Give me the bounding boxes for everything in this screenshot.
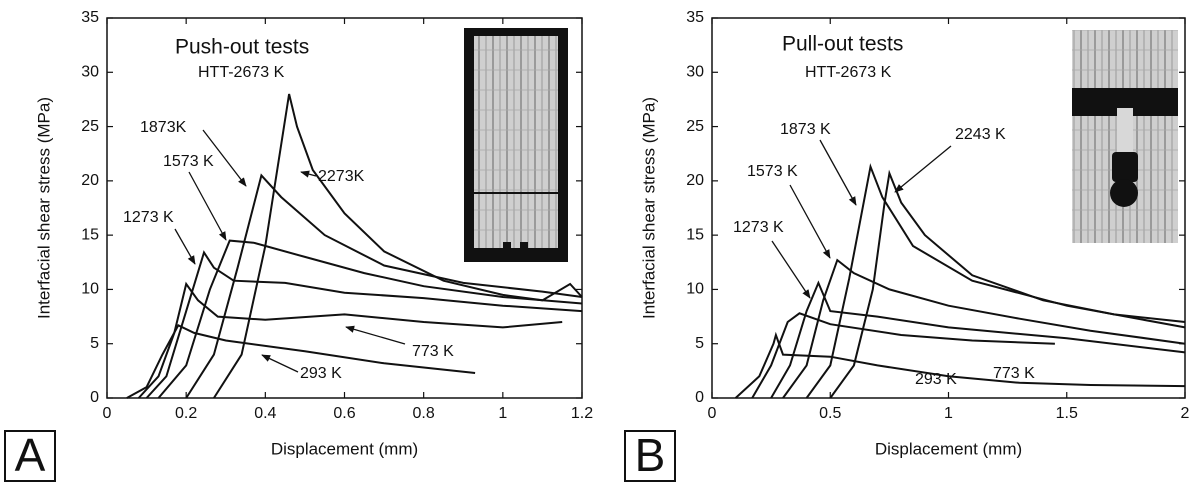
- x-tick-label: 0: [103, 405, 112, 422]
- x-tick-label: 1: [498, 405, 507, 422]
- x-tick-label: 0.4: [254, 405, 276, 422]
- y-tick-label: 35: [686, 9, 704, 26]
- curve-label: 1873K: [140, 119, 187, 136]
- x-tick-label: 0: [708, 405, 717, 422]
- panel-label: B: [635, 429, 666, 481]
- curve-label: 1273 K: [733, 219, 784, 236]
- x-axis-title: Displacement (mm): [271, 439, 418, 458]
- x-tick-label: 0.5: [819, 405, 841, 422]
- curve: [157, 239, 583, 399]
- curve: [782, 258, 1186, 399]
- x-tick-label: 1.5: [1056, 405, 1078, 422]
- arrow: [261, 354, 299, 373]
- chart-subtitle: HTT-2673 K: [805, 64, 892, 81]
- curve-label: 1273 K: [123, 209, 174, 226]
- arrow: [771, 240, 811, 299]
- curve: [213, 93, 583, 399]
- curve-label: 293 K: [300, 365, 342, 382]
- x-tick-label: 1: [944, 405, 953, 422]
- y-tick-label: 30: [686, 64, 704, 81]
- y-tick-label: 30: [81, 64, 99, 81]
- y-axis-title: Interfacial shear stress (MPa): [639, 97, 658, 319]
- chart-title: Pull-out tests: [782, 33, 903, 56]
- arrow: [174, 228, 196, 265]
- x-tick-label: 1.2: [571, 405, 593, 422]
- curve: [185, 173, 583, 399]
- x-tick-label: 0.6: [333, 405, 355, 422]
- inset-image: [1072, 30, 1178, 243]
- chart-title: Push-out tests: [175, 36, 309, 59]
- arrow: [789, 184, 831, 259]
- curve-label: 293 K: [915, 371, 957, 388]
- curve: [829, 169, 1186, 399]
- y-tick-label: 10: [81, 281, 99, 298]
- arrow: [300, 170, 317, 178]
- curve-label: 773 K: [412, 343, 454, 360]
- x-tick-label: 0.2: [175, 405, 197, 422]
- curve-label: 1573 K: [163, 153, 214, 170]
- y-axis-title: Interfacial shear stress (MPa): [34, 97, 53, 319]
- y-tick-label: 20: [81, 172, 99, 189]
- curve-label: 1573 K: [747, 163, 798, 180]
- arrow: [202, 129, 247, 187]
- y-tick-label: 20: [686, 172, 704, 189]
- curve-label: 773 K: [993, 365, 1035, 382]
- arrow: [894, 145, 952, 193]
- x-tick-label: 0.8: [413, 405, 435, 422]
- panel-box: [624, 430, 676, 482]
- curve-label: 2273K: [318, 168, 365, 185]
- y-tick-label: 0: [695, 389, 704, 406]
- y-tick-label: 25: [686, 118, 704, 135]
- inset-image: [464, 28, 568, 262]
- curve: [137, 281, 563, 399]
- arrow: [345, 325, 406, 345]
- curve-label: 2243 K: [955, 126, 1006, 143]
- panel-label: A: [15, 429, 46, 481]
- curve-label: 1873 K: [780, 121, 831, 138]
- curve: [751, 312, 1055, 399]
- curve: [126, 323, 476, 399]
- curve: [734, 331, 1186, 399]
- y-tick-label: 10: [686, 281, 704, 298]
- y-tick-label: 0: [90, 389, 99, 406]
- y-tick-label: 5: [90, 335, 99, 352]
- y-tick-label: 35: [81, 9, 99, 26]
- panel-box: [4, 430, 56, 482]
- curve: [770, 280, 1186, 399]
- y-tick-label: 5: [695, 335, 704, 352]
- arrow: [819, 139, 857, 206]
- x-axis-title: Displacement (mm): [875, 439, 1022, 458]
- x-tick-label: 2: [1181, 405, 1190, 422]
- arrow: [188, 171, 227, 241]
- chart-subtitle: HTT-2673 K: [198, 64, 285, 81]
- y-tick-label: 15: [81, 226, 99, 243]
- y-tick-label: 25: [81, 118, 99, 135]
- y-tick-label: 15: [686, 226, 704, 243]
